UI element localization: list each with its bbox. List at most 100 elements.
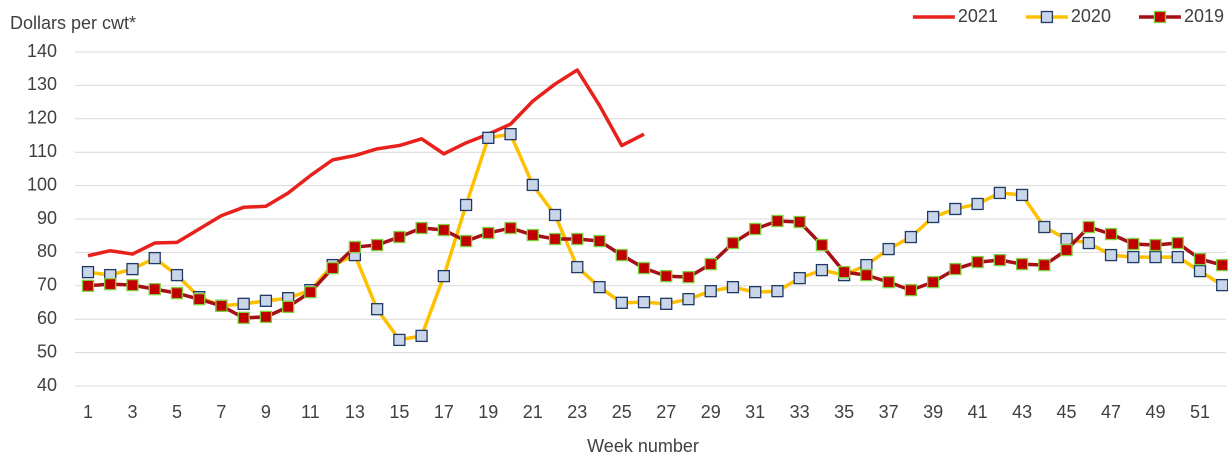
y-tick-label: 40 bbox=[37, 375, 57, 395]
marker bbox=[838, 265, 851, 279]
marker bbox=[1015, 257, 1029, 271]
marker bbox=[526, 228, 539, 242]
series-line bbox=[87, 219, 1223, 320]
marker bbox=[704, 284, 717, 298]
marker bbox=[326, 261, 339, 275]
marker bbox=[548, 232, 562, 246]
x-tick-label: 9 bbox=[261, 402, 271, 422]
marker bbox=[882, 275, 895, 289]
x-tick-label: 33 bbox=[790, 402, 810, 422]
marker bbox=[415, 329, 428, 343]
marker bbox=[949, 262, 962, 276]
marker bbox=[637, 296, 651, 309]
x-tick-label: 45 bbox=[1057, 402, 1077, 422]
y-tick-label: 90 bbox=[37, 208, 57, 228]
marker bbox=[882, 242, 895, 256]
marker bbox=[237, 311, 250, 325]
marker bbox=[1038, 258, 1051, 272]
marker bbox=[1171, 250, 1184, 264]
marker bbox=[571, 232, 584, 246]
marker bbox=[571, 260, 584, 274]
marker bbox=[1193, 252, 1207, 266]
x-tick-label: 37 bbox=[879, 402, 899, 422]
x-tick-label: 51 bbox=[1190, 402, 1210, 422]
marker bbox=[993, 186, 1006, 200]
marker bbox=[81, 265, 95, 279]
marker bbox=[904, 230, 918, 244]
y-tick-label: 110 bbox=[28, 141, 57, 161]
marker bbox=[170, 286, 184, 300]
x-tick-label: 43 bbox=[1012, 402, 1032, 422]
marker bbox=[1060, 243, 1073, 257]
marker bbox=[749, 222, 762, 236]
marker bbox=[437, 269, 450, 283]
x-tick-label: 21 bbox=[523, 402, 543, 422]
marker bbox=[682, 270, 695, 284]
marker bbox=[926, 275, 940, 289]
x-tick-label: 3 bbox=[127, 402, 137, 422]
marker bbox=[860, 258, 873, 272]
marker bbox=[771, 284, 784, 298]
marker bbox=[1038, 220, 1051, 234]
marker bbox=[370, 238, 384, 252]
y-tick-label: 120 bbox=[27, 108, 57, 128]
marker bbox=[370, 303, 384, 316]
marker bbox=[148, 251, 161, 265]
y-tick-label: 130 bbox=[27, 74, 57, 94]
x-tick-label: 47 bbox=[1101, 402, 1121, 422]
marker bbox=[104, 277, 117, 291]
x-tick-label: 39 bbox=[923, 402, 943, 422]
y-axis-title: Dollars per cwt* bbox=[10, 13, 136, 33]
marker bbox=[1216, 258, 1228, 272]
marker bbox=[793, 215, 806, 229]
y-tick-label: 50 bbox=[37, 341, 57, 361]
marker bbox=[1060, 232, 1073, 246]
marker bbox=[1082, 236, 1095, 250]
marker bbox=[949, 202, 962, 216]
legend-marker bbox=[1153, 10, 1167, 24]
marker bbox=[926, 210, 940, 224]
marker bbox=[81, 279, 95, 292]
y-tick-label: 140 bbox=[27, 41, 57, 61]
marker bbox=[482, 131, 495, 144]
marker bbox=[126, 278, 139, 292]
x-tick-label: 7 bbox=[216, 402, 226, 422]
y-tick-label: 60 bbox=[37, 308, 57, 328]
marker bbox=[1015, 188, 1029, 202]
marker bbox=[726, 236, 740, 250]
y-tick-label: 100 bbox=[27, 174, 57, 194]
marker bbox=[482, 226, 495, 240]
x-tick-label: 5 bbox=[172, 402, 182, 422]
marker bbox=[415, 221, 428, 235]
marker bbox=[637, 261, 651, 275]
x-tick-label: 31 bbox=[745, 402, 765, 422]
series-line bbox=[87, 68, 645, 258]
marker bbox=[682, 293, 695, 306]
marker bbox=[504, 221, 517, 235]
x-tick-label: 1 bbox=[83, 402, 93, 422]
marker bbox=[726, 280, 740, 294]
marker bbox=[615, 296, 628, 309]
marker bbox=[193, 293, 206, 306]
marker bbox=[1104, 227, 1118, 241]
marker bbox=[593, 234, 606, 248]
marker bbox=[1104, 248, 1118, 262]
marker bbox=[971, 197, 984, 211]
marker bbox=[259, 310, 273, 324]
marker bbox=[237, 297, 250, 310]
marker bbox=[660, 297, 673, 310]
marker bbox=[1193, 264, 1207, 278]
marker bbox=[1127, 250, 1140, 264]
marker bbox=[282, 300, 295, 313]
marker bbox=[704, 257, 717, 271]
marker bbox=[1149, 250, 1162, 264]
marker bbox=[1127, 237, 1140, 251]
x-tick-label: 17 bbox=[434, 402, 454, 422]
marker bbox=[593, 280, 606, 294]
x-tick-label: 19 bbox=[478, 402, 498, 422]
marker bbox=[660, 269, 673, 283]
x-tick-label: 29 bbox=[701, 402, 721, 422]
legend-label: 2021 bbox=[958, 6, 998, 26]
legend-label: 2020 bbox=[1071, 6, 1111, 26]
